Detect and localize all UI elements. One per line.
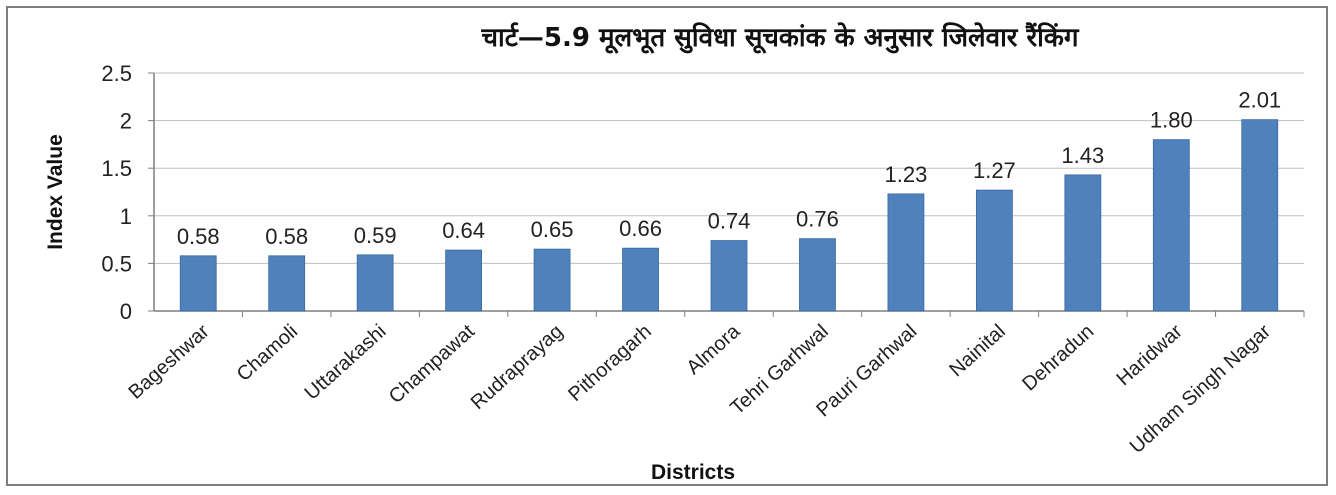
data-label-6: 0.74	[708, 209, 751, 234]
y-tick-label-1: 0.5	[101, 251, 132, 276]
data-label-10: 1.43	[1061, 143, 1104, 168]
y-tick-label-3: 1.5	[101, 156, 132, 181]
x-tick-label-5: Pithoragarh	[564, 320, 656, 406]
data-labels: 0.58 0.58 0.59 0.64 0.65 0.66 0.74 0.76 1.23 1.27…	[177, 88, 1281, 249]
data-label-3: 0.64	[442, 218, 485, 243]
x-tick-label-10: Dehradun	[1018, 320, 1098, 395]
bar-pithoragarh	[622, 247, 659, 312]
data-label-11: 1.80	[1150, 108, 1193, 133]
y-tick-label-5: 2.5	[101, 61, 132, 86]
bar-champawat	[445, 249, 483, 312]
bar-bageshwar	[179, 255, 217, 312]
bar-tehri-garhwal	[799, 238, 836, 312]
bar-pauri-garhwal	[887, 193, 925, 312]
bar-dehradun	[1064, 174, 1102, 312]
chart-title: चार्ट—5.9 मूलभूत सुविधा सूचकांक के अनुसा…	[481, 22, 1080, 54]
x-tick-label-4: Rudraprayag	[467, 320, 568, 414]
data-label-4: 0.65	[531, 217, 574, 242]
y-tick-label-0: 0	[120, 299, 132, 324]
x-tick-label-9: Nainital	[945, 320, 1009, 381]
bar-udham-singh-nagar	[1241, 119, 1279, 312]
x-tick-label-0: Bageshwar	[124, 320, 213, 404]
y-tick-label-2: 1	[120, 204, 132, 229]
data-label-8: 1.23	[885, 162, 928, 187]
bar-almora	[710, 240, 748, 312]
y-axis-title: Index Value	[44, 134, 67, 250]
y-tick-label-4: 2	[120, 109, 132, 134]
y-ticks: 0 0.5 1 1.5 2 2.5	[101, 61, 132, 324]
bar-uttarakashi	[356, 254, 394, 312]
bar-nainital	[975, 189, 1013, 312]
data-label-2: 0.59	[354, 223, 397, 248]
gridlines	[148, 72, 1305, 317]
x-tick-label-11: Haridwar	[1112, 320, 1186, 390]
x-ticks: Bageshwar ChamoliUttarakashiChampawatRudr…	[124, 320, 1275, 458]
data-label-12: 2.01	[1238, 88, 1281, 113]
data-label-1: 0.58	[265, 224, 308, 249]
bar-rudraprayag	[533, 248, 571, 312]
x-axis-title: Districts	[651, 461, 735, 484]
data-label-9: 1.27	[973, 158, 1016, 183]
x-tick-label-6: Almora	[683, 320, 745, 379]
data-label-0: 0.58	[177, 224, 220, 249]
chart-frame	[6, 6, 1328, 486]
x-tick-label-3: Champawat	[385, 320, 479, 408]
x-tick-label-2: Uttarakashi	[301, 320, 391, 404]
bar-haridwar	[1152, 139, 1190, 312]
data-label-5: 0.66	[619, 216, 662, 241]
data-label-7: 0.76	[796, 207, 839, 232]
x-tick-label-1: Chamoli	[233, 320, 302, 385]
bars	[179, 119, 1279, 312]
bar-chamoli	[268, 255, 306, 312]
